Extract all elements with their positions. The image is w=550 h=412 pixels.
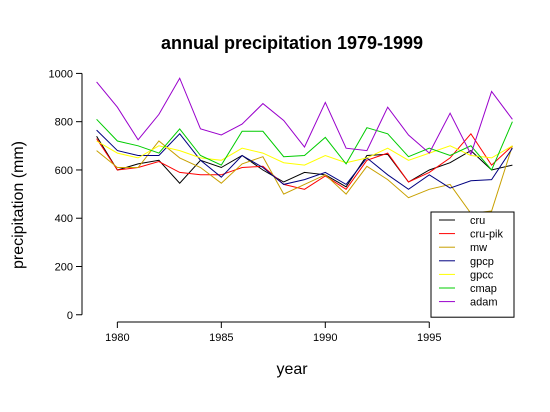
- y-tick-label: 0: [67, 310, 73, 322]
- y-tick-label: 600: [55, 165, 73, 177]
- series-line-mw: [96, 140, 513, 214]
- y-tick-label: 1000: [49, 68, 73, 80]
- axes: 1980 1985 1990 1995 0 200 400 600 800 1000: [49, 68, 442, 344]
- legend-label-cru: cru: [470, 215, 485, 227]
- legend-box: [430, 211, 515, 318]
- x-axis-title: year: [276, 361, 308, 378]
- chart-title: annual precipitation 1979-1999: [161, 33, 423, 53]
- series-line-adam: [96, 77, 513, 156]
- legend-label-cru-pik: cru-pik: [470, 229, 504, 241]
- y-tick-label: 200: [55, 261, 73, 273]
- x-tick-label: 1985: [209, 332, 233, 344]
- legend-label-gpcp: gpcp: [470, 256, 494, 268]
- x-tick-label: 1980: [105, 332, 129, 344]
- series-lines: [96, 77, 513, 214]
- x-tick-label: 1990: [313, 332, 337, 344]
- legend-label-gpcc: gpcc: [470, 269, 494, 281]
- series-line-gpcc: [96, 140, 513, 166]
- y-axis-title: precipitation (mm): [10, 141, 27, 269]
- legend-label-cmap: cmap: [470, 283, 497, 295]
- series-line-cmap: [96, 118, 513, 171]
- legend-label-mw: mw: [470, 242, 487, 254]
- series-line-cru: [96, 135, 513, 188]
- legend-label-adam: adam: [470, 297, 498, 309]
- series-line-cru-pik: [96, 132, 513, 190]
- series-line-gpcp: [96, 129, 513, 190]
- y-tick-label: 800: [55, 117, 73, 129]
- x-tick-label: 1995: [417, 332, 441, 344]
- y-tick-label: 400: [55, 213, 73, 225]
